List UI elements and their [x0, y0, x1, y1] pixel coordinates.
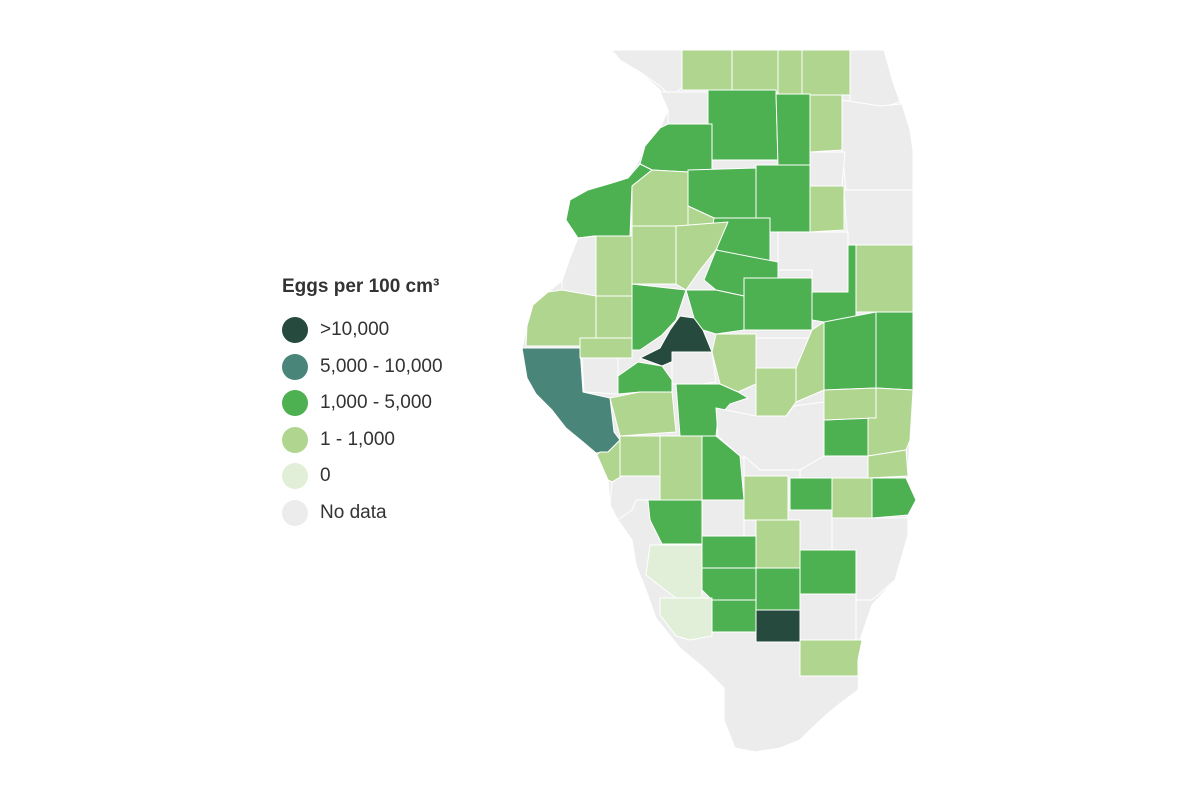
legend-label-over-10000: >10,000	[320, 319, 390, 341]
county-clark	[871, 477, 917, 519]
county-stark-marshall	[675, 221, 729, 291]
map-legend: Eggs per 100 cm³ >10,000 5,000 - 10,000 …	[282, 276, 443, 531]
legend-item-over-10000: >10,000	[282, 312, 443, 349]
county-brown-schuyler	[609, 391, 677, 437]
county-jersey	[647, 499, 703, 545]
county-dewitt	[755, 367, 797, 417]
legend-item-5000-10000: 5,000 - 10,000	[282, 349, 443, 386]
county-morgan	[619, 435, 661, 477]
county-kendall	[809, 151, 846, 187]
county-coles	[789, 477, 833, 511]
legend-item-no-data: No data	[282, 495, 443, 532]
county-ogle	[707, 89, 779, 161]
county-clark-coles	[831, 477, 873, 519]
county-wayne	[799, 593, 857, 641]
county-calhoun	[609, 475, 661, 521]
legend-label-1000-5000: 1,000 - 5,000	[320, 392, 432, 414]
legend-item-1000-5000: 1,000 - 5,000	[282, 385, 443, 422]
legend-swatch-no-data	[282, 499, 308, 526]
legend-swatch-zero	[282, 463, 308, 490]
county-mercer	[561, 235, 597, 297]
county-boone	[777, 49, 803, 95]
county-livingston-n	[743, 277, 813, 331]
county-schuyler-fulton	[579, 337, 633, 359]
county-whiteside	[639, 123, 713, 173]
county-woodford	[685, 289, 745, 335]
county-mchenry	[801, 49, 851, 96]
county-sangamon	[701, 435, 745, 501]
legend-swatch-1000-5000	[282, 390, 308, 417]
county-henry	[631, 169, 689, 227]
county-kane	[809, 94, 843, 153]
county-washington	[711, 599, 757, 633]
legend-item-1-1000: 1 - 1,000	[282, 422, 443, 459]
county-st-clair	[659, 597, 713, 641]
county-white	[799, 639, 863, 677]
county-sangamon-w	[659, 435, 703, 501]
legend-swatch-over-10000	[282, 317, 308, 344]
county-jefferson	[755, 609, 801, 643]
legend-label-zero: 0	[320, 465, 331, 487]
county-will-n	[809, 185, 845, 233]
county-lake	[849, 49, 901, 109]
county-winnebago	[731, 49, 779, 93]
county-warren-knox-n	[595, 235, 633, 297]
county-iroquois-n	[855, 244, 914, 313]
county-marion	[755, 567, 801, 611]
county-knox	[631, 225, 677, 285]
county-bond	[701, 535, 757, 569]
legend-title: Eggs per 100 cm³	[282, 276, 440, 297]
legend-label-5000-10000: 5,000 - 10,000	[320, 355, 443, 377]
county-cook-dupage	[841, 99, 914, 196]
county-champaign	[823, 417, 869, 457]
county-will-e	[843, 189, 914, 246]
county-warren	[595, 295, 633, 339]
county-clinton	[701, 567, 757, 601]
county-jo-daviess	[611, 49, 683, 97]
county-vermilion	[875, 311, 914, 391]
legend-swatch-1-1000	[282, 426, 308, 453]
legend-item-zero: 0	[282, 458, 443, 495]
county-champaign-s	[823, 387, 877, 421]
county-dekalb	[775, 93, 811, 166]
county-edgar-s	[867, 449, 909, 479]
county-montgomery	[701, 499, 745, 537]
county-mcdonough	[581, 357, 619, 395]
county-stephenson	[681, 49, 733, 91]
county-ford	[795, 321, 825, 403]
legend-swatch-5000-10000	[282, 353, 308, 380]
county-fayette	[755, 519, 801, 569]
county-iroquois	[823, 311, 877, 391]
county-tazewell	[671, 351, 717, 385]
legend-label-no-data: No data	[320, 501, 387, 523]
county-mason-fulton	[617, 361, 673, 395]
county-shelby	[743, 475, 789, 521]
county-clay	[799, 549, 857, 595]
legend-label-1-1000: 1 - 1,000	[320, 428, 395, 450]
